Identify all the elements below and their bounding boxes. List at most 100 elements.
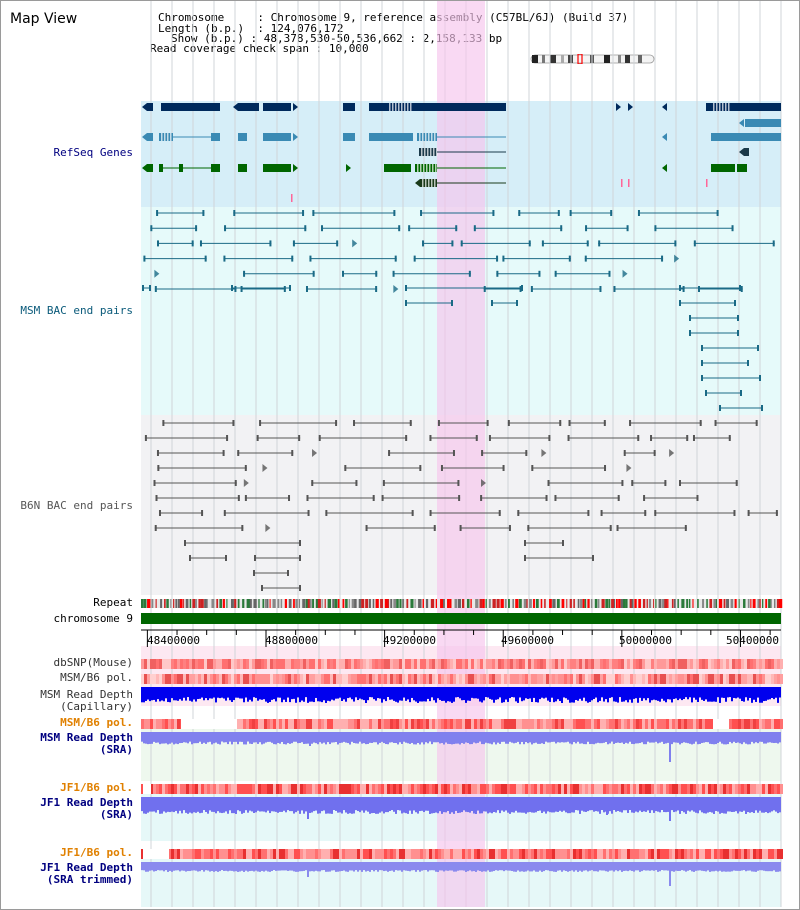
depth-bar [469, 732, 471, 745]
strip-cell [522, 849, 525, 859]
strip-cell [753, 849, 756, 859]
depth-bar [231, 732, 233, 745]
strip-cell [750, 784, 753, 794]
depth-bar [387, 687, 389, 698]
strip-cell [444, 659, 447, 669]
chromosome-track-label[interactable]: chromosome 9 [53, 612, 133, 625]
depth-bar [327, 862, 329, 872]
gene-exon [369, 103, 506, 111]
strip-cell [567, 849, 570, 859]
depth-bar [727, 862, 729, 872]
depth-bar [645, 687, 647, 701]
bac-end-mark [299, 540, 301, 546]
bac-end-mark [654, 225, 657, 232]
strip-cell [531, 784, 534, 794]
depth-bar [411, 862, 413, 871]
depth-bar [295, 732, 297, 742]
depth-bar [303, 732, 305, 744]
strip-cell [501, 784, 504, 794]
depth-bar [213, 732, 215, 744]
depth-bar [753, 687, 755, 700]
refseq-genes-label[interactable]: RefSeq Genes [53, 146, 133, 159]
strip-cell [444, 719, 447, 729]
strip-cell [537, 784, 540, 794]
depth-bar [531, 687, 533, 702]
jf1-b6-pol-trimmed-label[interactable]: JF1/B6 pol. [60, 846, 133, 859]
bac-end-mark [644, 510, 647, 516]
strip-cell [321, 674, 324, 684]
depth-bar [649, 797, 651, 813]
strip-cell [552, 784, 555, 794]
exon-stripe [434, 133, 436, 141]
jf1-read-depth-sra-label[interactable]: JF1 Read Depth [40, 796, 133, 809]
b6n-bac-end-pairs-label[interactable]: B6N BAC end pairs [20, 499, 133, 512]
depth-bar [721, 732, 723, 744]
repeat-element [504, 599, 507, 608]
msm-read-depth-capillary-label[interactable]: MSM Read Depth [40, 688, 133, 701]
strip-cell [456, 674, 459, 684]
repeat-element [219, 599, 223, 608]
depth-bar [347, 687, 349, 699]
depth-bar [513, 862, 515, 872]
bac-end-mark [610, 210, 613, 216]
depth-bar [549, 687, 551, 702]
msm-read-depth-sra-label[interactable]: MSM Read Depth [40, 731, 133, 744]
strip-cell [750, 659, 753, 669]
repeat-element [166, 599, 169, 608]
repeat-label[interactable]: Repeat [93, 596, 133, 609]
jf1-b6-pol-sra-label[interactable]: JF1/B6 pol. [60, 781, 133, 794]
strip-cell [147, 659, 150, 669]
depth-bar [457, 732, 459, 744]
depth-bar [671, 862, 673, 872]
strip-cell [696, 659, 699, 669]
depth-bar [521, 797, 523, 813]
repeat-element [253, 599, 257, 608]
msm-bac-end-pairs-label[interactable]: MSM BAC end pairs [20, 304, 133, 317]
strip-cell [390, 784, 393, 794]
dbsnp-label[interactable]: dbSNP(Mouse) [53, 656, 133, 669]
depth-bar [495, 732, 497, 745]
strip-cell [141, 719, 144, 729]
depth-bar [351, 862, 353, 871]
strip-cell [201, 849, 204, 859]
strip-cell [552, 849, 555, 859]
depth-bar [625, 732, 627, 743]
bac-end-mark [234, 480, 237, 486]
depth-bar [593, 797, 595, 812]
strip-cell [684, 674, 687, 684]
bac-end-mark [226, 435, 229, 441]
msm-b6-pol-capillary-label[interactable]: MSM/B6 pol. [60, 671, 133, 684]
depth-bar [269, 732, 271, 742]
strip-cell [213, 849, 216, 859]
depth-bar [481, 687, 483, 703]
depth-bar [415, 687, 417, 702]
strip-cell [546, 784, 549, 794]
msm-b6-pol-sra-label[interactable]: MSM/B6 pol. [60, 716, 133, 729]
bac-end-mark [375, 270, 378, 277]
repeat-element [569, 599, 572, 608]
strip-cell [612, 674, 615, 684]
jf1-read-depth-trimmed-label[interactable]: JF1 Read Depth [40, 861, 133, 874]
depth-bar [723, 687, 725, 698]
strip-cell [441, 659, 444, 669]
strip-cell [303, 659, 306, 669]
bac-end-mark [755, 420, 758, 426]
depth-bar [673, 862, 675, 872]
depth-bar [709, 797, 711, 812]
depth-bar [297, 687, 299, 698]
bac-end-mark [398, 225, 401, 232]
strip-cell [675, 719, 678, 729]
strip-cell [288, 674, 291, 684]
strip-cell [384, 674, 387, 684]
depth-bar [527, 797, 529, 813]
depth-spike [669, 797, 671, 821]
depth-bar [155, 797, 157, 813]
bac-end-mark [433, 525, 436, 531]
strip-cell [468, 674, 471, 684]
depth-bar [331, 862, 333, 871]
depth-bar [715, 687, 717, 702]
strip-cell [447, 784, 450, 794]
strip-cell [405, 659, 408, 669]
depth-bar [331, 797, 333, 814]
